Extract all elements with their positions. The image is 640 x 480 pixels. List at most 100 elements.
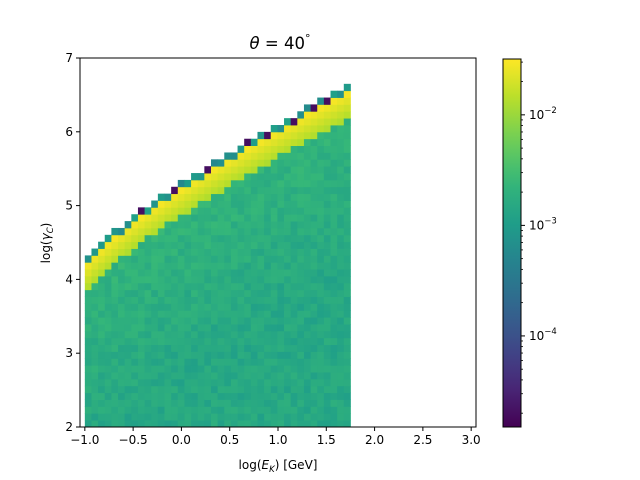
heatmap-cell xyxy=(84,303,92,311)
heatmap-cell xyxy=(118,337,126,346)
heatmap-cell xyxy=(164,385,172,394)
heatmap-cell xyxy=(337,90,345,98)
heatmap-cell xyxy=(317,186,325,195)
heatmap-cell xyxy=(224,330,232,339)
x-tick-label: 0.5 xyxy=(220,433,239,447)
heatmap-cell xyxy=(118,310,126,318)
heatmap-cell xyxy=(257,262,265,270)
heatmap-cell xyxy=(270,221,278,229)
heatmap-cell xyxy=(277,282,285,291)
heatmap-cell xyxy=(204,193,212,201)
y-label-pre: log( xyxy=(39,240,53,263)
heatmap-cell xyxy=(257,173,265,181)
heatmap-cell xyxy=(244,276,252,284)
heatmap-cell xyxy=(244,166,252,174)
heatmap-cell xyxy=(118,378,126,387)
heatmap-cell xyxy=(224,179,232,188)
heatmap-cell xyxy=(204,310,212,318)
heatmap-cell xyxy=(91,365,99,373)
heatmap-cell xyxy=(111,406,119,414)
heatmap-cell xyxy=(204,200,212,208)
heatmap-cell xyxy=(204,255,212,263)
heatmap-cell xyxy=(217,282,225,291)
heatmap-cell xyxy=(204,372,212,380)
heatmap-cell xyxy=(224,365,232,373)
heatmap-cell xyxy=(191,372,199,380)
heatmap-cell xyxy=(137,255,145,263)
heatmap-cell xyxy=(210,413,219,421)
heatmap-cell xyxy=(137,310,145,318)
heatmap-cell xyxy=(151,255,159,263)
heatmap-cell xyxy=(343,413,351,421)
heatmap-cell xyxy=(290,214,298,222)
heatmap-cell xyxy=(250,351,258,359)
heatmap-cell xyxy=(230,179,238,188)
heatmap-cell xyxy=(277,159,285,167)
heatmap-cell xyxy=(124,392,132,400)
heatmap-cell xyxy=(317,420,325,428)
heatmap-cell xyxy=(270,337,278,346)
heatmap-cell xyxy=(284,166,292,174)
heatmap-cell xyxy=(303,324,311,332)
heatmap-cell xyxy=(317,118,325,126)
heatmap-cell xyxy=(284,159,292,167)
heatmap-cell xyxy=(204,385,212,394)
x-tick-label: 2.5 xyxy=(413,433,432,447)
heatmap-cell xyxy=(230,248,238,256)
heatmap-cell xyxy=(84,276,92,284)
heatmap-cell xyxy=(270,138,278,147)
heatmap-cell xyxy=(171,378,179,387)
heatmap-cell xyxy=(137,248,145,256)
colorbar-tick-label: 10−4 xyxy=(529,327,557,343)
heatmap-cell xyxy=(217,406,225,414)
heatmap-cell xyxy=(244,351,252,359)
heatmap-cell xyxy=(171,365,179,373)
heatmap-cell xyxy=(244,399,252,407)
heatmap-cell xyxy=(303,186,311,195)
heatmap-cell xyxy=(210,385,219,394)
heatmap-cell xyxy=(171,269,179,277)
heatmap-cell xyxy=(91,282,99,291)
heatmap-cell xyxy=(164,365,172,373)
heatmap-cell xyxy=(230,406,238,414)
heatmap-cell xyxy=(290,125,298,133)
heatmap-cell xyxy=(297,111,305,119)
heatmap-cell xyxy=(204,351,212,359)
heatmap-cell xyxy=(104,269,112,277)
heatmap-cell xyxy=(191,406,199,414)
heatmap-cell xyxy=(237,234,245,243)
heatmap-cell xyxy=(197,303,205,311)
heatmap-cell xyxy=(270,420,278,428)
heatmap-cell xyxy=(310,166,318,174)
heatmap-cell xyxy=(337,296,345,304)
heatmap-cell xyxy=(250,186,258,195)
heatmap-cell xyxy=(131,234,139,243)
heatmap-cell xyxy=(250,310,258,318)
heatmap-cell xyxy=(337,193,345,201)
heatmap-cell xyxy=(144,282,152,291)
heatmap-cell xyxy=(118,276,126,284)
heatmap-cell xyxy=(98,241,106,249)
heatmap-cell xyxy=(124,324,132,332)
heatmap-cell xyxy=(264,186,272,195)
heatmap-cell xyxy=(217,200,225,208)
heatmap-cell xyxy=(330,186,338,195)
heatmap-cell xyxy=(303,296,311,304)
heatmap-cell xyxy=(310,385,318,394)
heatmap-cell xyxy=(257,344,265,352)
heatmap-cell xyxy=(323,276,331,284)
heatmap-cell xyxy=(257,255,265,263)
heatmap-cell xyxy=(343,303,351,311)
heatmap-cell xyxy=(310,399,318,407)
heatmap-cell xyxy=(323,324,331,332)
heatmap-cell xyxy=(224,385,232,394)
heatmap-cell xyxy=(111,282,119,291)
heatmap-cell xyxy=(237,145,245,153)
heatmap-cell xyxy=(197,282,205,291)
heatmap-cell xyxy=(237,282,245,291)
heatmap-cell xyxy=(98,324,106,332)
heatmap-cell xyxy=(297,125,305,133)
heatmap-cell xyxy=(310,159,318,167)
heatmap-cell xyxy=(157,276,165,284)
heatmap-cell xyxy=(124,303,132,311)
